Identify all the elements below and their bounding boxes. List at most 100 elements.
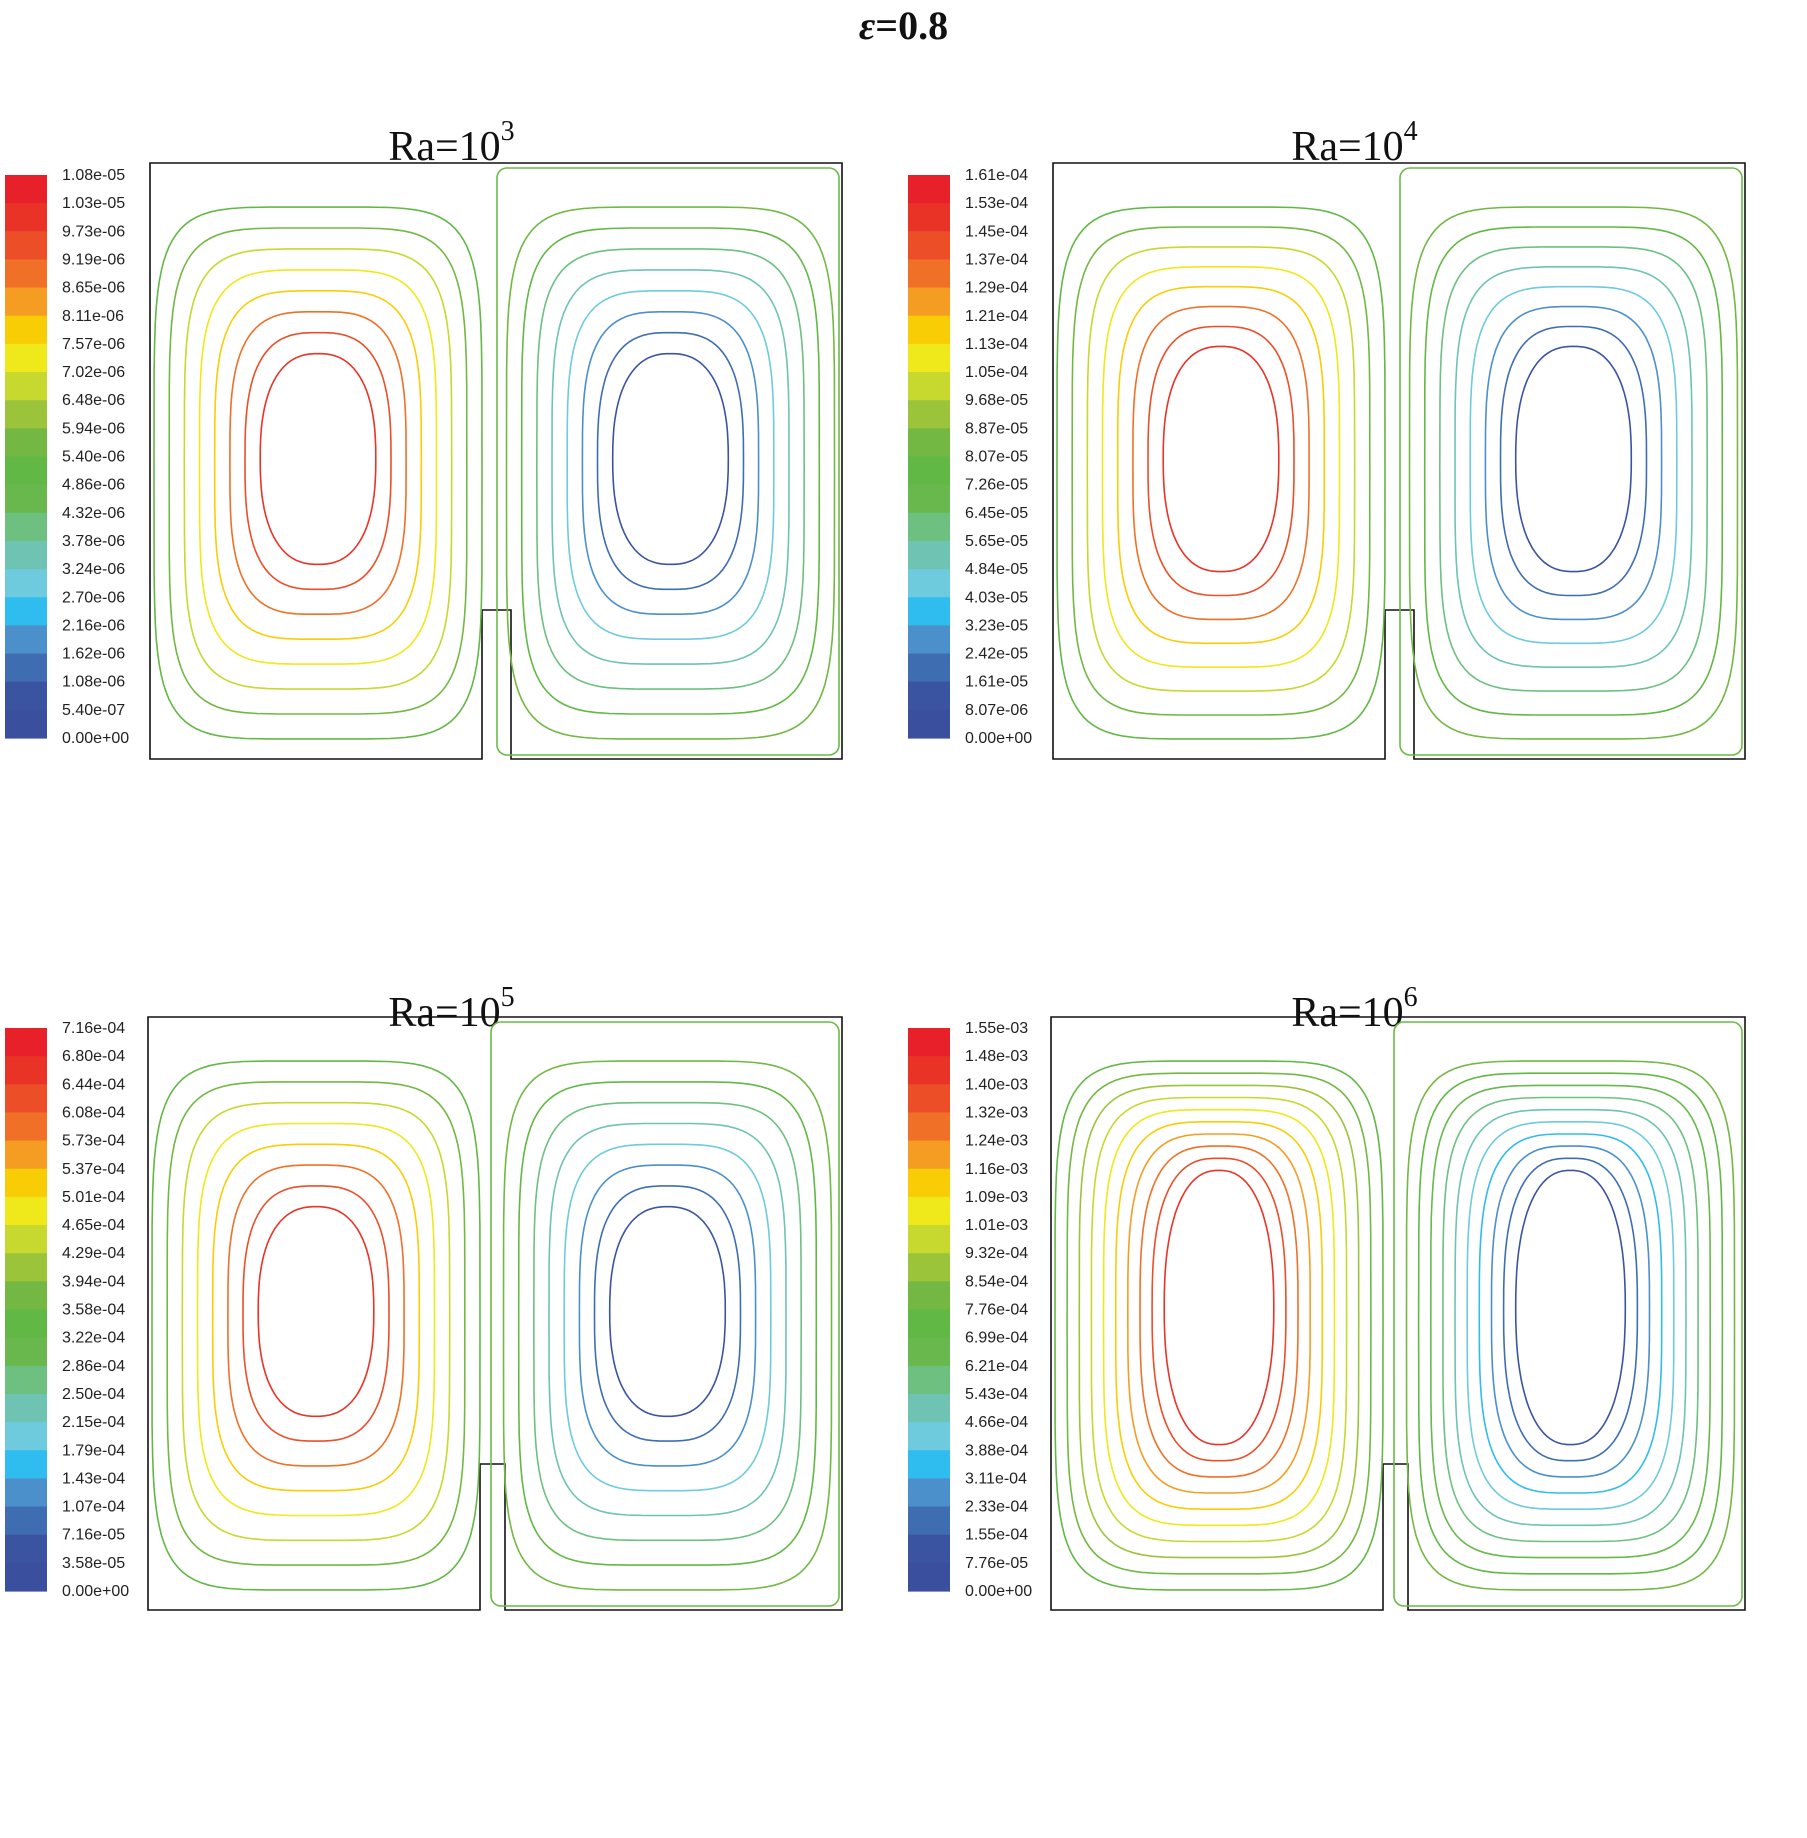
colorbar-tick-label: 3.58e-04 — [62, 1302, 125, 1319]
colorbar-tick-label: 0.00e+00 — [965, 730, 1032, 747]
colorbar-tick-label: 6.44e-04 — [62, 1076, 125, 1093]
colorbar-swatch — [5, 1112, 47, 1142]
colorbar-tick-label: 1.61e-05 — [965, 674, 1028, 691]
contour-line — [1408, 206, 1739, 740]
contour-line — [229, 311, 407, 615]
colorbar-swatch — [908, 1168, 950, 1198]
contour-line — [551, 269, 790, 665]
colorbar-swatch — [908, 1225, 950, 1254]
contour-line — [505, 206, 836, 740]
colorbar-tick-label: 1.03e-05 — [62, 195, 125, 212]
colorbar-swatch — [908, 259, 950, 289]
colorbar-tick-label: 1.55e-04 — [965, 1527, 1028, 1544]
contour-line — [1114, 1121, 1324, 1510]
colorbar-swatch — [908, 1140, 950, 1170]
colorbar-tick-label: 0.00e+00 — [62, 1583, 129, 1600]
colorbar-tick-label: 0.00e+00 — [62, 730, 129, 747]
colorbar-tick-label: 1.40e-03 — [965, 1076, 1028, 1093]
contour-line — [257, 1205, 375, 1418]
colorbar-tick-label: 1.21e-04 — [965, 308, 1028, 325]
contour-line — [227, 1164, 405, 1467]
colorbar-tick-label: 8.54e-04 — [965, 1273, 1028, 1290]
colorbar-tick-label: 1.43e-04 — [62, 1470, 125, 1487]
colorbar-tick-label: 2.70e-06 — [62, 589, 125, 606]
colorbar-swatch — [5, 456, 47, 486]
contour-boundary — [1399, 167, 1743, 756]
contour-plot: 1.55e-03 1.48e-03 1.40e-03 1.32e-03 1.24e-03… — [908, 1016, 1746, 1611]
colorbar-swatch — [5, 1422, 47, 1451]
colorbar-tick-label: 4.29e-04 — [62, 1245, 125, 1262]
contour-line — [502, 1060, 833, 1591]
colorbar-swatch — [5, 343, 47, 373]
colorbar-tick-label: 3.58e-05 — [62, 1555, 125, 1572]
contour-line — [1086, 246, 1356, 692]
colorbar-swatch — [908, 1112, 950, 1142]
contour-line — [1116, 285, 1326, 645]
colorbar-tick-label: 5.73e-04 — [62, 1133, 125, 1150]
colorbar-tick-label: 8.65e-06 — [62, 280, 125, 297]
colorbar-swatch — [908, 1478, 950, 1508]
contour-line — [548, 1122, 787, 1517]
colorbar-tick-label: 6.08e-04 — [62, 1104, 125, 1121]
contour-line — [211, 1143, 421, 1492]
colorbar-swatch — [908, 1337, 950, 1367]
colorbar-tick-label: 1.32e-03 — [965, 1104, 1028, 1121]
colorbar-tick-label: 8.11e-06 — [62, 308, 124, 325]
colorbar-tick-label: 2.33e-04 — [965, 1499, 1028, 1516]
colorbar-tick-label: 4.84e-05 — [965, 561, 1028, 578]
colorbar-tick-label: 3.78e-06 — [62, 533, 125, 550]
contour-line — [1132, 305, 1310, 621]
colorbar-tick-label: 3.88e-04 — [965, 1442, 1028, 1459]
colorbar-tick-label: 5.65e-05 — [965, 533, 1028, 550]
colorbar-tick-label: 5.37e-04 — [62, 1161, 125, 1178]
contour-line — [1514, 1169, 1627, 1446]
colorbar-tick-label: 3.23e-05 — [965, 617, 1028, 634]
colorbar-swatch — [5, 597, 47, 626]
colorbar-tick-label: 2.50e-04 — [62, 1386, 125, 1403]
contour-line — [532, 1101, 803, 1542]
colorbar-swatch — [908, 1365, 950, 1395]
colorbar-tick-label: 7.76e-05 — [965, 1555, 1028, 1572]
contour-line — [1502, 1157, 1639, 1462]
colorbar-swatch — [908, 231, 950, 261]
cavity-outline — [149, 162, 843, 760]
contour-line — [1405, 1060, 1736, 1591]
colorbar-tick-label: 4.03e-05 — [965, 589, 1028, 606]
colorbar-tick-label: 6.21e-04 — [965, 1358, 1028, 1375]
contour-line — [1102, 1108, 1336, 1527]
colorbar-swatch — [5, 1196, 47, 1226]
colorbar-swatch — [908, 653, 950, 683]
contour-plot: 7.16e-04 6.80e-04 6.44e-04 6.08e-04 5.73e-04… — [5, 1016, 843, 1611]
colorbar-swatch — [5, 1506, 47, 1536]
contour-line — [213, 290, 423, 640]
colorbar-swatch — [908, 315, 950, 345]
colorbar-tick-label: 7.16e-05 — [62, 1527, 125, 1544]
contour-line — [1054, 1060, 1384, 1591]
contour-line — [608, 1205, 727, 1418]
colorbar-swatch — [908, 1084, 950, 1114]
colorbar-tick-label: 1.08e-06 — [62, 674, 125, 691]
colorbar-swatch — [5, 1225, 47, 1254]
colorbar-swatch — [908, 456, 950, 486]
colorbar-tick-label: 5.94e-06 — [62, 420, 125, 437]
colorbar-swatch — [908, 1056, 950, 1085]
colorbar-swatch — [5, 1534, 47, 1564]
contour-line — [1147, 325, 1295, 597]
colorbar-tick-label: 1.48e-03 — [965, 1048, 1028, 1065]
colorbar-tick-label: 3.94e-04 — [62, 1273, 125, 1290]
contour-line — [1442, 1096, 1699, 1543]
colorbar-tick-label: 1.37e-04 — [965, 251, 1028, 268]
colorbar-swatch — [5, 287, 47, 317]
colorbar-tick-label: 8.87e-05 — [965, 420, 1028, 437]
figure-title: ε=0.8 — [858, 3, 949, 48]
contour-line — [242, 1185, 390, 1442]
colorbar-tick-label: 2.15e-04 — [62, 1414, 125, 1431]
colorbar-tick-label: 5.40e-06 — [62, 449, 125, 466]
panel-ra-1e5: Ra=105 7.16e-04 6.80e-04 6.44e-04 6.08e-04 5… — [0, 968, 903, 1838]
colorbar-swatch — [5, 1365, 47, 1395]
colorbar-tick-label: 5.40e-07 — [62, 702, 125, 719]
colorbar-tick-label: 1.08e-05 — [62, 167, 125, 184]
colorbar-swatch — [908, 597, 950, 626]
contour-line — [1139, 1145, 1299, 1478]
colorbar-swatch — [5, 569, 47, 598]
